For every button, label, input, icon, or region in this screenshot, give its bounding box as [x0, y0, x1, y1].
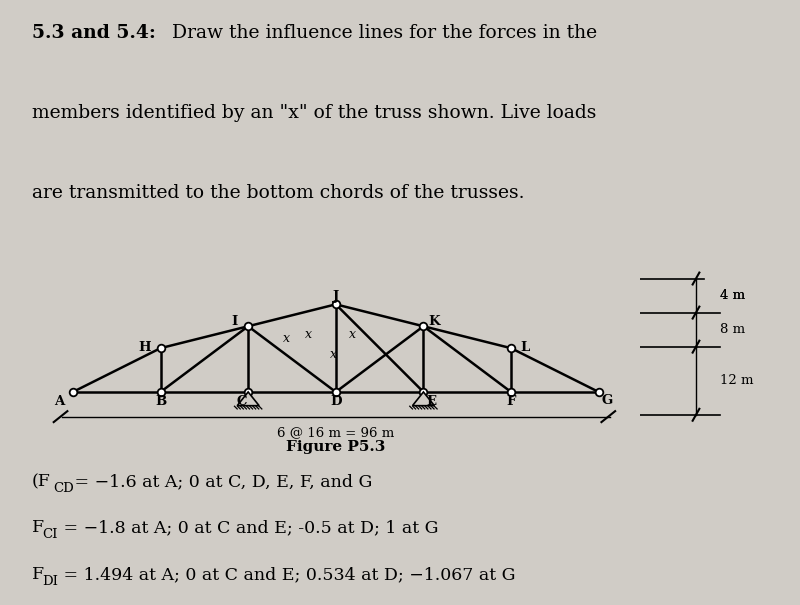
Text: J: J [333, 290, 339, 302]
Text: E: E [426, 395, 437, 408]
Text: H: H [139, 341, 151, 353]
Text: F: F [506, 395, 516, 408]
Text: CD: CD [53, 482, 74, 495]
Text: D: D [330, 395, 342, 408]
Text: CI: CI [42, 528, 58, 541]
Text: F: F [32, 520, 44, 537]
Text: 8 m: 8 m [720, 323, 745, 336]
Text: C: C [236, 395, 247, 408]
Text: x: x [283, 332, 290, 345]
Text: F: F [32, 566, 44, 583]
Text: = 1.494 at A; 0 at C and E; 0.534 at D; −1.067 at G: = 1.494 at A; 0 at C and E; 0.534 at D; … [58, 566, 516, 583]
Polygon shape [237, 392, 259, 406]
Text: A: A [54, 395, 64, 408]
Text: Figure P5.3: Figure P5.3 [286, 440, 386, 454]
Text: members identified by an "x" of the truss shown. Live loads: members identified by an "x" of the trus… [32, 104, 596, 122]
Text: I: I [231, 315, 238, 329]
Text: K: K [429, 315, 440, 329]
Text: = −1.8 at A; 0 at C and E; -0.5 at D; 1 at G: = −1.8 at A; 0 at C and E; -0.5 at D; 1 … [58, 520, 439, 537]
Text: x: x [305, 328, 312, 341]
Text: x: x [349, 328, 356, 341]
Text: G: G [602, 394, 613, 407]
Text: Draw the influence lines for the forces in the: Draw the influence lines for the forces … [166, 24, 598, 42]
Text: 5.3 and 5.4:: 5.3 and 5.4: [32, 24, 156, 42]
Text: 12 m: 12 m [720, 374, 754, 387]
Text: = −1.6 at A; 0 at C, D, E, F, and G: = −1.6 at A; 0 at C, D, E, F, and G [69, 473, 372, 490]
Text: (F: (F [32, 473, 51, 490]
Text: are transmitted to the bottom chords of the trusses.: are transmitted to the bottom chords of … [32, 184, 525, 202]
Text: 4 m: 4 m [720, 289, 745, 302]
Text: L: L [520, 341, 530, 353]
Text: x: x [330, 348, 337, 361]
Text: B: B [155, 395, 166, 408]
Text: DI: DI [42, 575, 58, 587]
Text: 4 m: 4 m [720, 289, 745, 302]
Polygon shape [413, 392, 434, 406]
Text: 6 @ 16 m = 96 m: 6 @ 16 m = 96 m [277, 427, 394, 439]
